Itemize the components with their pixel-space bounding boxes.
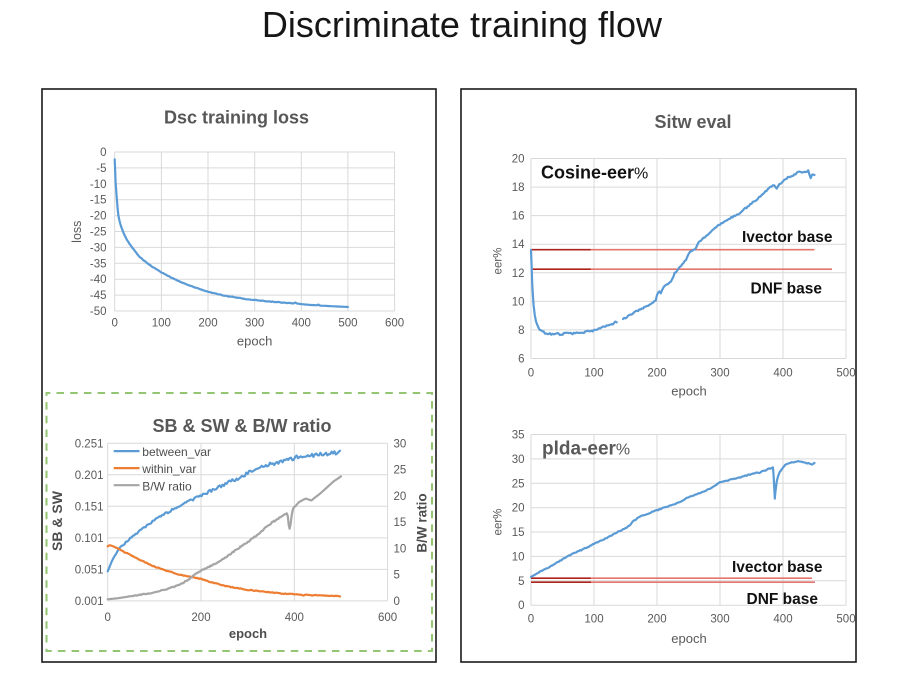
svg-text:-45: -45 xyxy=(90,290,107,302)
svg-text:200: 200 xyxy=(647,368,666,380)
svg-text:15: 15 xyxy=(512,527,525,539)
svg-text:10: 10 xyxy=(512,551,525,563)
svg-text:0.251: 0.251 xyxy=(75,438,104,450)
svg-text:B/W ratio: B/W ratio xyxy=(142,479,192,493)
svg-text:Ivector base: Ivector base xyxy=(732,559,823,576)
svg-text:0: 0 xyxy=(518,600,524,612)
svg-text:6: 6 xyxy=(518,353,524,365)
svg-text:500: 500 xyxy=(836,368,855,380)
svg-text:12: 12 xyxy=(512,268,525,280)
svg-text:400: 400 xyxy=(285,612,304,624)
svg-text:400: 400 xyxy=(292,318,311,330)
svg-text:35: 35 xyxy=(512,429,525,441)
svg-text:25: 25 xyxy=(394,465,407,477)
svg-text:0.101: 0.101 xyxy=(75,533,104,545)
svg-text:16: 16 xyxy=(512,211,525,223)
svg-text:SB & SW: SB & SW xyxy=(49,490,65,551)
svg-text:500: 500 xyxy=(338,318,357,330)
svg-text:0: 0 xyxy=(111,318,117,330)
svg-text:15: 15 xyxy=(394,517,407,529)
svg-text:0: 0 xyxy=(528,614,534,626)
svg-text:-30: -30 xyxy=(90,242,107,254)
svg-text:20: 20 xyxy=(512,503,525,515)
svg-text:Cosine-eer%: Cosine-eer% xyxy=(541,163,648,183)
svg-text:25: 25 xyxy=(512,478,525,490)
svg-text:DNF base: DNF base xyxy=(747,591,819,608)
svg-text:-10: -10 xyxy=(90,179,107,191)
svg-text:200: 200 xyxy=(191,612,210,624)
svg-text:Sitw eval: Sitw eval xyxy=(654,112,731,132)
svg-text:SB & SW & B/W ratio: SB & SW & B/W ratio xyxy=(153,416,332,436)
svg-text:epoch: epoch xyxy=(229,626,267,641)
svg-text:-5: -5 xyxy=(96,163,106,175)
svg-text:30: 30 xyxy=(512,454,525,466)
svg-text:30: 30 xyxy=(394,438,407,450)
svg-text:-15: -15 xyxy=(90,195,107,207)
svg-text:5: 5 xyxy=(518,576,524,588)
svg-text:within_var: within_var xyxy=(141,462,196,476)
svg-text:300: 300 xyxy=(245,318,264,330)
svg-text:0.151: 0.151 xyxy=(75,501,104,513)
svg-text:18: 18 xyxy=(512,182,525,194)
svg-text:-50: -50 xyxy=(90,306,107,318)
svg-text:0.001: 0.001 xyxy=(75,596,104,608)
svg-text:200: 200 xyxy=(198,318,217,330)
svg-text:Dsc training loss: Dsc training loss xyxy=(164,108,309,128)
svg-text:600: 600 xyxy=(385,318,404,330)
svg-text:0: 0 xyxy=(394,596,400,608)
svg-text:0: 0 xyxy=(100,147,106,159)
svg-text:600: 600 xyxy=(378,612,397,624)
svg-text:500: 500 xyxy=(836,614,855,626)
svg-text:20: 20 xyxy=(394,491,407,503)
svg-text:-20: -20 xyxy=(90,211,107,223)
svg-text:Ivector base: Ivector base xyxy=(742,229,833,246)
svg-text:10: 10 xyxy=(512,296,525,308)
svg-text:400: 400 xyxy=(773,368,792,380)
svg-text:epoch: epoch xyxy=(671,384,706,399)
svg-text:0.201: 0.201 xyxy=(75,470,104,482)
svg-text:0.051: 0.051 xyxy=(75,564,104,576)
svg-text:20: 20 xyxy=(512,154,525,166)
svg-text:100: 100 xyxy=(152,318,171,330)
svg-text:200: 200 xyxy=(647,614,666,626)
svg-text:-35: -35 xyxy=(90,258,107,270)
svg-text:-25: -25 xyxy=(90,227,107,239)
svg-text:300: 300 xyxy=(710,614,729,626)
svg-text:epoch: epoch xyxy=(237,334,272,349)
svg-text:plda-eer%: plda-eer% xyxy=(542,439,630,460)
svg-text:Discriminate training flow: Discriminate training flow xyxy=(262,4,663,45)
svg-text:400: 400 xyxy=(773,614,792,626)
svg-text:eer%: eer% xyxy=(493,248,505,275)
svg-text:100: 100 xyxy=(584,614,603,626)
svg-text:10: 10 xyxy=(394,543,407,555)
svg-text:between_var: between_var xyxy=(142,445,211,459)
svg-text:14: 14 xyxy=(512,239,525,251)
svg-text:DNF base: DNF base xyxy=(751,281,823,298)
svg-text:5: 5 xyxy=(394,570,400,582)
svg-text:0: 0 xyxy=(104,612,110,624)
svg-text:300: 300 xyxy=(710,368,729,380)
svg-text:eer%: eer% xyxy=(493,509,505,536)
svg-text:B/W ratio: B/W ratio xyxy=(415,493,430,552)
svg-text:0: 0 xyxy=(528,368,534,380)
svg-text:8: 8 xyxy=(518,325,524,337)
svg-text:-40: -40 xyxy=(90,274,107,286)
svg-text:100: 100 xyxy=(584,368,603,380)
svg-text:loss: loss xyxy=(70,221,84,243)
svg-text:epoch: epoch xyxy=(671,631,706,646)
